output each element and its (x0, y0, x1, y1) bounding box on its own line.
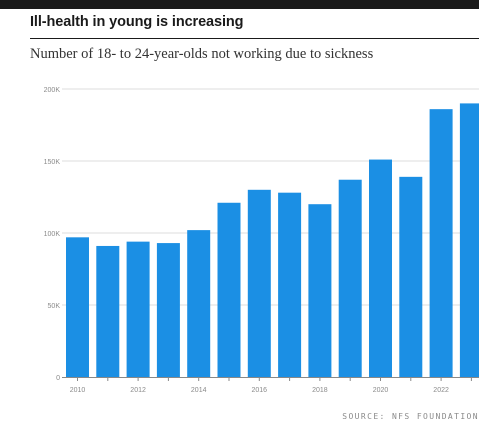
bar-2018 (308, 204, 332, 377)
axes: 0 50K 100K 150K 200K 2010 2012 2014 2016 2018 2020… (44, 87, 479, 394)
chart-subtitle: Number of 18- to 24-year-olds not workin… (30, 46, 374, 62)
x-tick-label: 2022 (433, 387, 449, 394)
bar-chart: 0 50K 100K 150K 200K 2010 2012 2014 2016 2018 2020… (44, 87, 479, 394)
y-tick-label: 50K (48, 303, 61, 310)
y-tick-label: 200K (44, 87, 61, 94)
x-tick-label: 2020 (373, 387, 389, 394)
x-tick-label: 2016 (252, 387, 268, 394)
bar-2021 (399, 176, 423, 377)
y-tick-label: 150K (44, 159, 61, 166)
x-tick-label: 2010 (70, 387, 86, 394)
bar-2017 (278, 192, 302, 377)
x-tick-label: 2014 (191, 387, 207, 394)
bar-2014 (187, 230, 211, 377)
bar-2011 (96, 245, 120, 377)
title-divider (30, 38, 479, 39)
y-tick-label: 0 (56, 375, 60, 382)
bar-2016 (247, 189, 271, 377)
bar-2013 (156, 243, 180, 377)
bar-2022 (429, 109, 453, 377)
bar-2015 (217, 202, 241, 377)
bar-2023 (459, 103, 479, 378)
bar-2019 (338, 179, 362, 377)
bars (66, 103, 479, 378)
x-tick-label: 2012 (130, 387, 146, 394)
chart-title: Ill-health in young is increasing (30, 14, 244, 30)
bar-2010 (66, 237, 89, 377)
x-tick-label: 2018 (312, 387, 328, 394)
y-tick-label: 100K (44, 231, 61, 238)
source-note: SOURCE: NFS FOUNDATION (342, 412, 479, 421)
bar-2012 (126, 241, 150, 377)
bar-2020 (369, 159, 392, 377)
top-rule-bar (0, 0, 479, 9)
